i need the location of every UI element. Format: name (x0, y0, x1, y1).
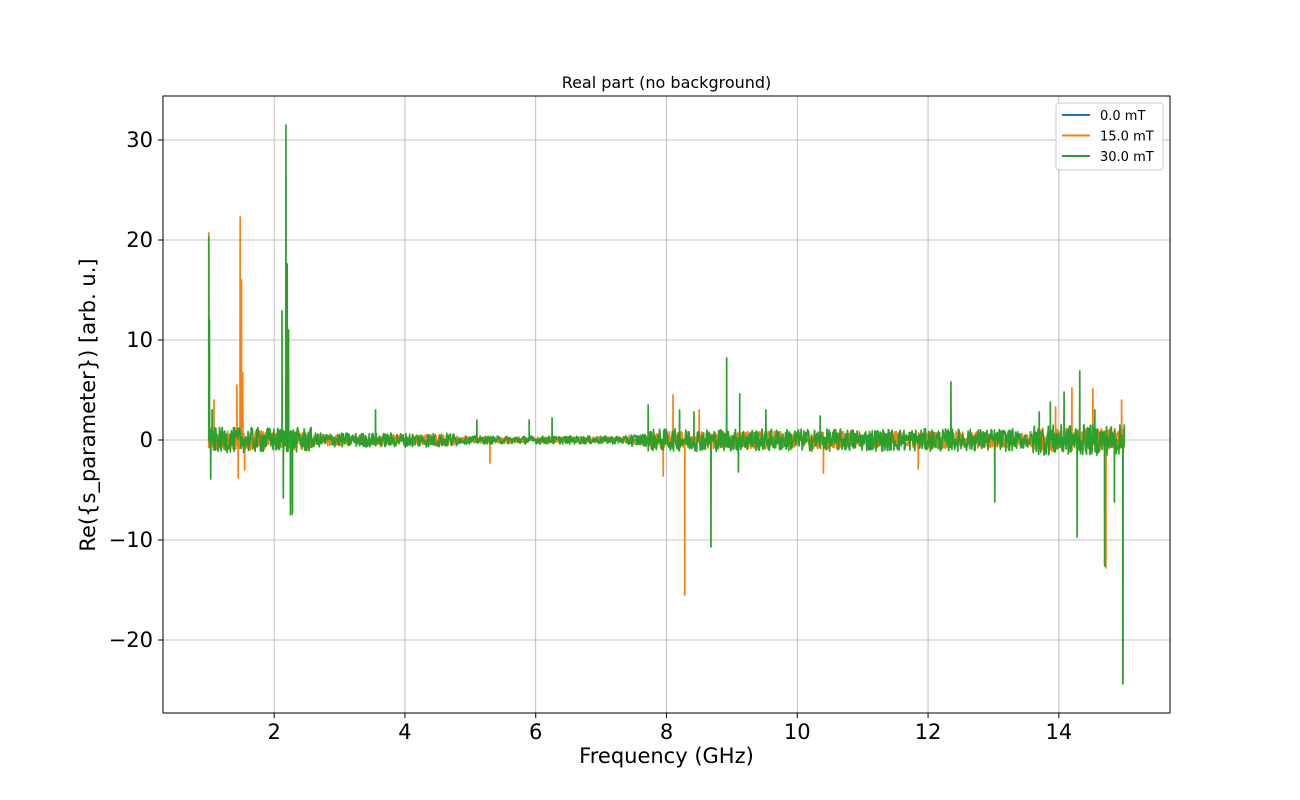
x-tick-label: 2 (267, 720, 280, 744)
y-tick-label: 30 (126, 128, 153, 152)
y-tick-label: 10 (126, 328, 153, 352)
x-tick-label: 4 (398, 720, 411, 744)
y-tick-label: 20 (126, 228, 153, 252)
x-tick-label: 6 (529, 720, 542, 744)
x-tick-label: 10 (784, 720, 811, 744)
y-tick-label: 0 (140, 428, 153, 452)
chart-title: Real part (no background) (562, 73, 772, 92)
legend-label: 30.0 mT (1100, 150, 1154, 165)
legend: 0.0 mT 15.0 mT 30.0 mT (1055, 102, 1164, 171)
x-tick-label: 14 (1045, 720, 1072, 744)
x-tick-label: 12 (915, 720, 942, 744)
x-axis-ticks: 2 4 6 8 10 12 14 (267, 713, 1072, 744)
y-tick-label: −10 (109, 528, 153, 552)
series-layer (207, 124, 1126, 685)
y-axis-label: Re({s_parameter}) [arb. u.] (76, 258, 101, 551)
legend-label: 0.0 mT (1100, 109, 1145, 124)
x-tick-label: 8 (660, 720, 673, 744)
y-tick-label: −20 (109, 628, 153, 652)
y-axis-ticks: −20 −10 0 10 20 30 (109, 128, 163, 652)
x-axis-label: Frequency (GHz) (579, 744, 754, 768)
legend-label: 15.0 mT (1100, 130, 1154, 145)
series-line-30-0-mt (207, 124, 1126, 685)
legend-box (1055, 102, 1164, 171)
